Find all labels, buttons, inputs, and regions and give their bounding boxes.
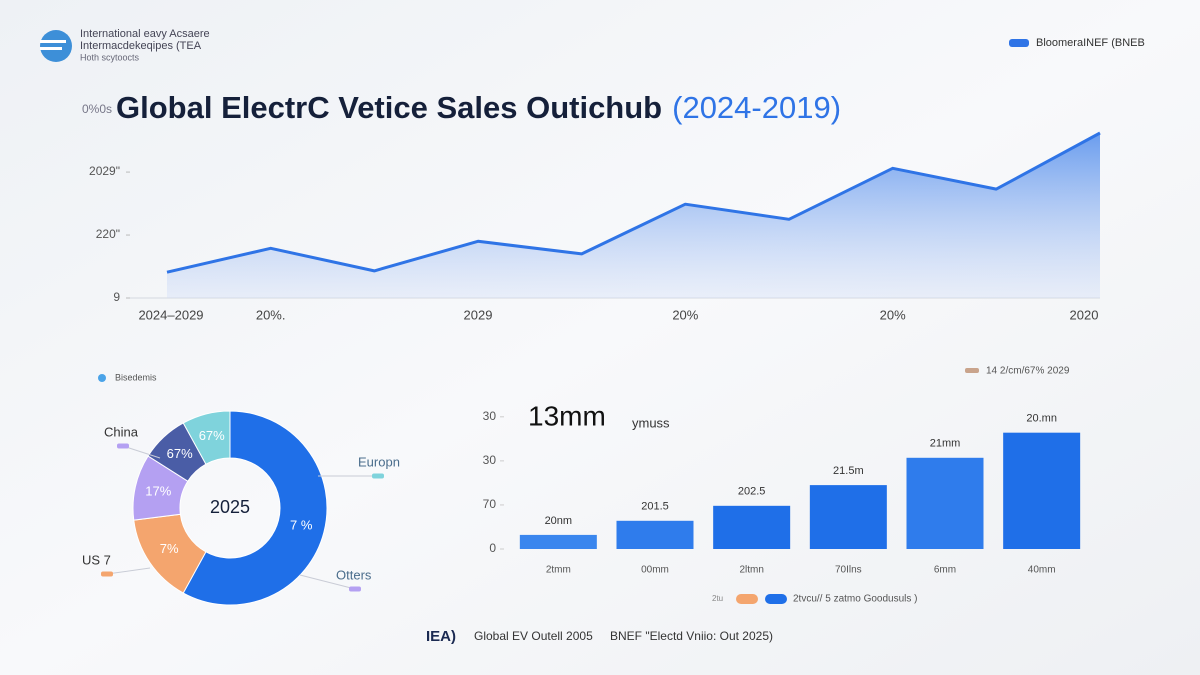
center-label: 2025	[210, 497, 250, 517]
x-tick-label: 2029	[464, 307, 493, 322]
note: 14 2/cm/67% 2029	[986, 366, 1070, 377]
legend-label: 2tu	[712, 594, 723, 603]
slice-label: 7%	[160, 541, 179, 556]
org-line: Intermacdekeqipes (TEA	[80, 40, 202, 52]
note-swatch	[965, 368, 979, 373]
logo	[40, 30, 72, 62]
x-tick-label: 00mm	[641, 565, 669, 576]
x-tick-label: 2020	[1070, 307, 1099, 322]
logo-icon	[40, 30, 72, 62]
bar	[906, 457, 984, 549]
y-tick-label: 9	[113, 290, 120, 304]
annotation-swatch	[101, 571, 113, 577]
x-tick-label: 20%	[880, 307, 906, 322]
bar	[1003, 432, 1081, 549]
bar-title: 13mm	[528, 400, 606, 431]
x-tick-label: 2ltmn	[739, 565, 763, 576]
logo-stripe	[40, 40, 66, 43]
data-label: 201.5	[641, 501, 669, 513]
bar	[519, 534, 597, 549]
annotation-label: Europn	[358, 454, 400, 469]
legend-label: Bisedemis	[115, 372, 157, 382]
data-label: 20.mn	[1026, 413, 1057, 425]
x-tick-label: 2tmm	[546, 565, 571, 576]
x-tick-label: 20%	[672, 307, 698, 322]
org-line: International eavy Acsaere	[80, 28, 210, 40]
data-label: 202.5	[738, 486, 766, 498]
leader-line	[299, 574, 356, 590]
y-tick-label: 2029"	[89, 164, 120, 178]
chart-title: Global ElectrC Vetice Sales Outichub (202…	[116, 90, 841, 125]
slice-label: 17%	[145, 483, 171, 498]
org-line: Hoth scytoocts	[80, 52, 140, 62]
x-tick-label: 20%.	[256, 307, 286, 322]
slice-label: 67%	[199, 428, 225, 443]
leader-line	[122, 445, 161, 459]
annotation-label: US 7	[82, 552, 111, 567]
data-label: 21.5m	[833, 465, 864, 477]
bar	[616, 520, 694, 549]
footer-logo: IEA)	[426, 628, 456, 645]
bar	[809, 485, 887, 549]
legend-swatch	[736, 594, 758, 604]
title-prefix: 0%0s	[82, 102, 112, 116]
x-tick-label: 2024–2029	[138, 307, 203, 322]
annotation-swatch	[372, 473, 384, 479]
legend-dot	[98, 374, 106, 382]
data-label: 20nm	[545, 515, 573, 527]
annotation-label: China	[104, 424, 139, 439]
x-tick-label: 6mm	[934, 565, 956, 576]
slice-label: 67%	[167, 446, 193, 461]
footer-source: BNEF "Electd Vniio: Out 2025)	[610, 629, 773, 643]
bar	[713, 505, 791, 549]
donut-slice	[182, 410, 231, 465]
y-tick-label: 220"	[96, 227, 120, 241]
legend-label: 2tvcu// 5 zatmo Goodusuls )	[793, 594, 918, 605]
title-main: Global ElectrC Vetice Sales Outichub	[116, 90, 662, 125]
data-label: 21mm	[930, 438, 961, 450]
title-years: (2024-2019)	[672, 90, 841, 125]
leader-line	[106, 567, 151, 575]
logo-stripe	[40, 47, 62, 50]
legend-swatch	[1009, 39, 1029, 47]
donut-slice	[182, 410, 328, 606]
annotation-swatch	[117, 443, 129, 449]
line	[166, 131, 1101, 274]
y-tick-label: 70	[483, 497, 497, 511]
x-tick-label: 40mm	[1028, 565, 1056, 576]
area-fill	[167, 133, 1100, 298]
legend-swatch	[765, 594, 787, 604]
annotation-swatch	[349, 586, 361, 592]
legend-label: BloomeraINEF (BNEB	[1036, 37, 1145, 49]
slice-label: 7 %	[290, 518, 313, 533]
y-tick-label: 0	[489, 541, 496, 555]
x-tick-label: 70Ilns	[835, 565, 862, 576]
y-tick-label: 30	[483, 409, 497, 423]
annotation-label: Otters	[336, 567, 372, 582]
y-tick-label: 30	[483, 453, 497, 467]
bar-subtitle: ymuss	[632, 415, 670, 430]
footer-source: Global EV Outell 2005	[474, 629, 593, 643]
